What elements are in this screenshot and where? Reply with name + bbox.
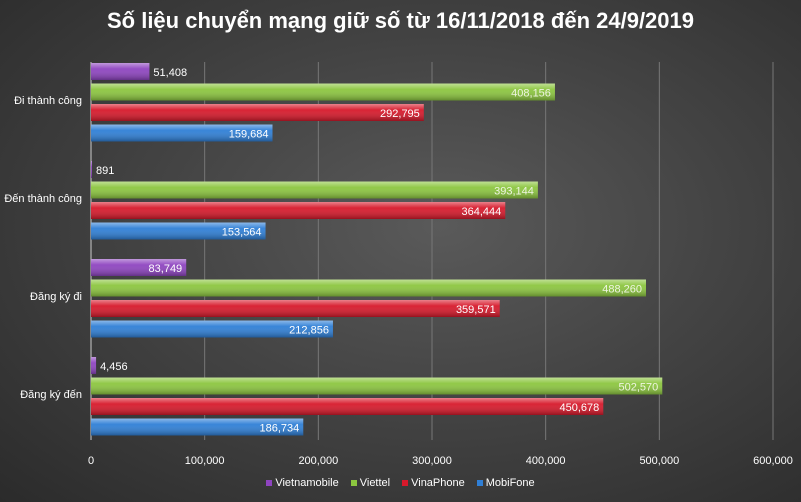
bar-shine bbox=[91, 83, 555, 101]
legend: Vietnamobile Viettel VinaPhone MobiFone bbox=[0, 477, 801, 489]
data-label: 51,408 bbox=[153, 67, 187, 79]
legend-item: Viettel bbox=[350, 477, 391, 489]
data-label: 153,564 bbox=[222, 227, 262, 239]
legend-swatch bbox=[350, 480, 357, 487]
category-label: Đăng ký đi bbox=[30, 291, 82, 303]
x-tick-label: 400,000 bbox=[526, 455, 566, 467]
x-tick-label: 500,000 bbox=[639, 455, 679, 467]
bar-shine bbox=[91, 104, 424, 121]
category-label: Đi thành công bbox=[14, 95, 82, 107]
data-label: 393,144 bbox=[494, 186, 534, 198]
bar-shine bbox=[91, 222, 266, 240]
data-label: 488,260 bbox=[602, 284, 642, 296]
legend-swatch bbox=[266, 480, 273, 487]
bar-shine bbox=[91, 124, 273, 142]
bar-shine bbox=[91, 300, 500, 317]
legend-label: VinaPhone bbox=[411, 477, 465, 489]
legend-item: Vietnamobile bbox=[266, 477, 339, 489]
bar-shine bbox=[91, 279, 646, 297]
data-label: 359,571 bbox=[456, 304, 496, 316]
chart-title: Số liệu chuyển mạng giữ số từ 16/11/2018… bbox=[106, 8, 694, 33]
legend-swatch bbox=[476, 480, 483, 487]
legend-item: MobiFone bbox=[476, 477, 535, 489]
data-label: 450,678 bbox=[560, 402, 600, 414]
bar-shine bbox=[91, 202, 506, 219]
x-tick-label: 600,000 bbox=[753, 455, 793, 467]
legend-label: Viettel bbox=[359, 477, 391, 489]
bar-shine bbox=[91, 418, 304, 436]
data-label: 186,734 bbox=[259, 423, 299, 435]
bar-shine bbox=[91, 63, 150, 80]
data-label: 502,570 bbox=[618, 382, 658, 394]
data-label: 364,444 bbox=[461, 206, 501, 218]
legend-swatch bbox=[402, 480, 409, 487]
bar-shine bbox=[91, 398, 604, 415]
data-label: 83,749 bbox=[149, 263, 183, 275]
legend-label: Vietnamobile bbox=[275, 477, 339, 489]
x-tick-label: 100,000 bbox=[185, 455, 225, 467]
data-label: 891 bbox=[96, 165, 114, 177]
data-label: 4,456 bbox=[100, 361, 128, 373]
legend-item: VinaPhone bbox=[402, 477, 465, 489]
category-label: Đến thành công bbox=[4, 193, 82, 205]
data-label: 159,684 bbox=[229, 129, 269, 141]
bar-shine bbox=[91, 181, 538, 199]
x-tick-label: 0 bbox=[88, 455, 94, 467]
data-label: 212,856 bbox=[289, 325, 329, 337]
data-label: 292,795 bbox=[380, 108, 420, 120]
bar-shine bbox=[91, 320, 333, 338]
bar-shine bbox=[91, 161, 93, 178]
data-label: 408,156 bbox=[511, 88, 551, 100]
bar-shine bbox=[91, 259, 187, 276]
bar-shine bbox=[91, 357, 97, 374]
bar-shine bbox=[91, 377, 663, 395]
x-tick-label: 300,000 bbox=[412, 455, 452, 467]
x-tick-label: 200,000 bbox=[298, 455, 338, 467]
category-label: Đăng ký đến bbox=[20, 389, 82, 401]
legend-label: MobiFone bbox=[485, 477, 535, 489]
